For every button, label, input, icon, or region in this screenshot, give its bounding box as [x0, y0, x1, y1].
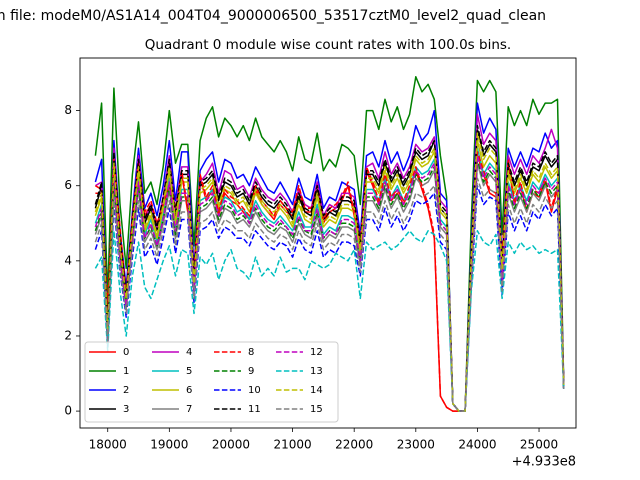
x-tick-label: 23000 [397, 438, 435, 452]
legend-label-2: 2 [123, 385, 129, 396]
x-axis: 18000 19000 20000 21000 22000 23000 24000 25000 [89, 428, 558, 452]
x-tick-label: 20000 [212, 438, 250, 452]
legend-label-11: 11 [248, 404, 261, 415]
series-line-6 [94, 139, 565, 412]
y-tick-label: 6 [64, 178, 72, 192]
y-tick-label: 8 [64, 103, 72, 117]
chart-suptitle: m file: modeM0/AS1A14_004T04_9000006500_… [0, 8, 546, 24]
x-tick-label: 19000 [150, 438, 188, 452]
series-line-1 [94, 76, 565, 412]
legend-label-9: 9 [248, 366, 254, 377]
y-axis: 0 2 4 6 8 [64, 103, 80, 418]
y-tick-label: 0 [64, 404, 72, 418]
series-line-13 [94, 230, 565, 412]
legend-label-8: 8 [248, 347, 254, 358]
legend-label-10: 10 [248, 385, 261, 396]
legend-label-0: 0 [123, 347, 129, 358]
series-line-15 [94, 177, 565, 412]
legend-label-1: 1 [123, 366, 129, 377]
x-tick-label: 22000 [335, 438, 373, 452]
legend-label-14: 14 [310, 385, 323, 396]
series-line-7 [94, 162, 565, 412]
x-tick-label: 25000 [520, 438, 558, 452]
legend-label-5: 5 [186, 366, 192, 377]
legend-label-13: 13 [310, 366, 323, 377]
legend-label-15: 15 [310, 404, 323, 415]
series-line-11 [94, 124, 565, 412]
legend-label-3: 3 [123, 404, 129, 415]
x-tick-label: 24000 [458, 438, 496, 452]
series-line-2 [94, 102, 565, 412]
legend-box [84, 341, 339, 423]
series-line-10 [94, 184, 565, 412]
series-line-4 [95, 113, 565, 412]
y-tick-label: 4 [64, 253, 72, 267]
x-tick-label: 18000 [89, 438, 127, 452]
series-layer [94, 76, 565, 412]
plot-area-frame [79, 57, 577, 429]
legend-label-7: 7 [186, 404, 192, 415]
legend-label-4: 4 [186, 347, 192, 358]
x-tick-label: 21000 [273, 438, 311, 452]
y-tick-label: 2 [64, 328, 72, 342]
legend-label-6: 6 [186, 385, 192, 396]
legend-label-12: 12 [310, 347, 323, 358]
x-offset-label: +4.933e8 [512, 455, 576, 470]
series-line-14 [94, 132, 565, 412]
series-line-12 [94, 154, 565, 412]
chart-title: Quadrant 0 module wise count rates with … [145, 37, 511, 53]
